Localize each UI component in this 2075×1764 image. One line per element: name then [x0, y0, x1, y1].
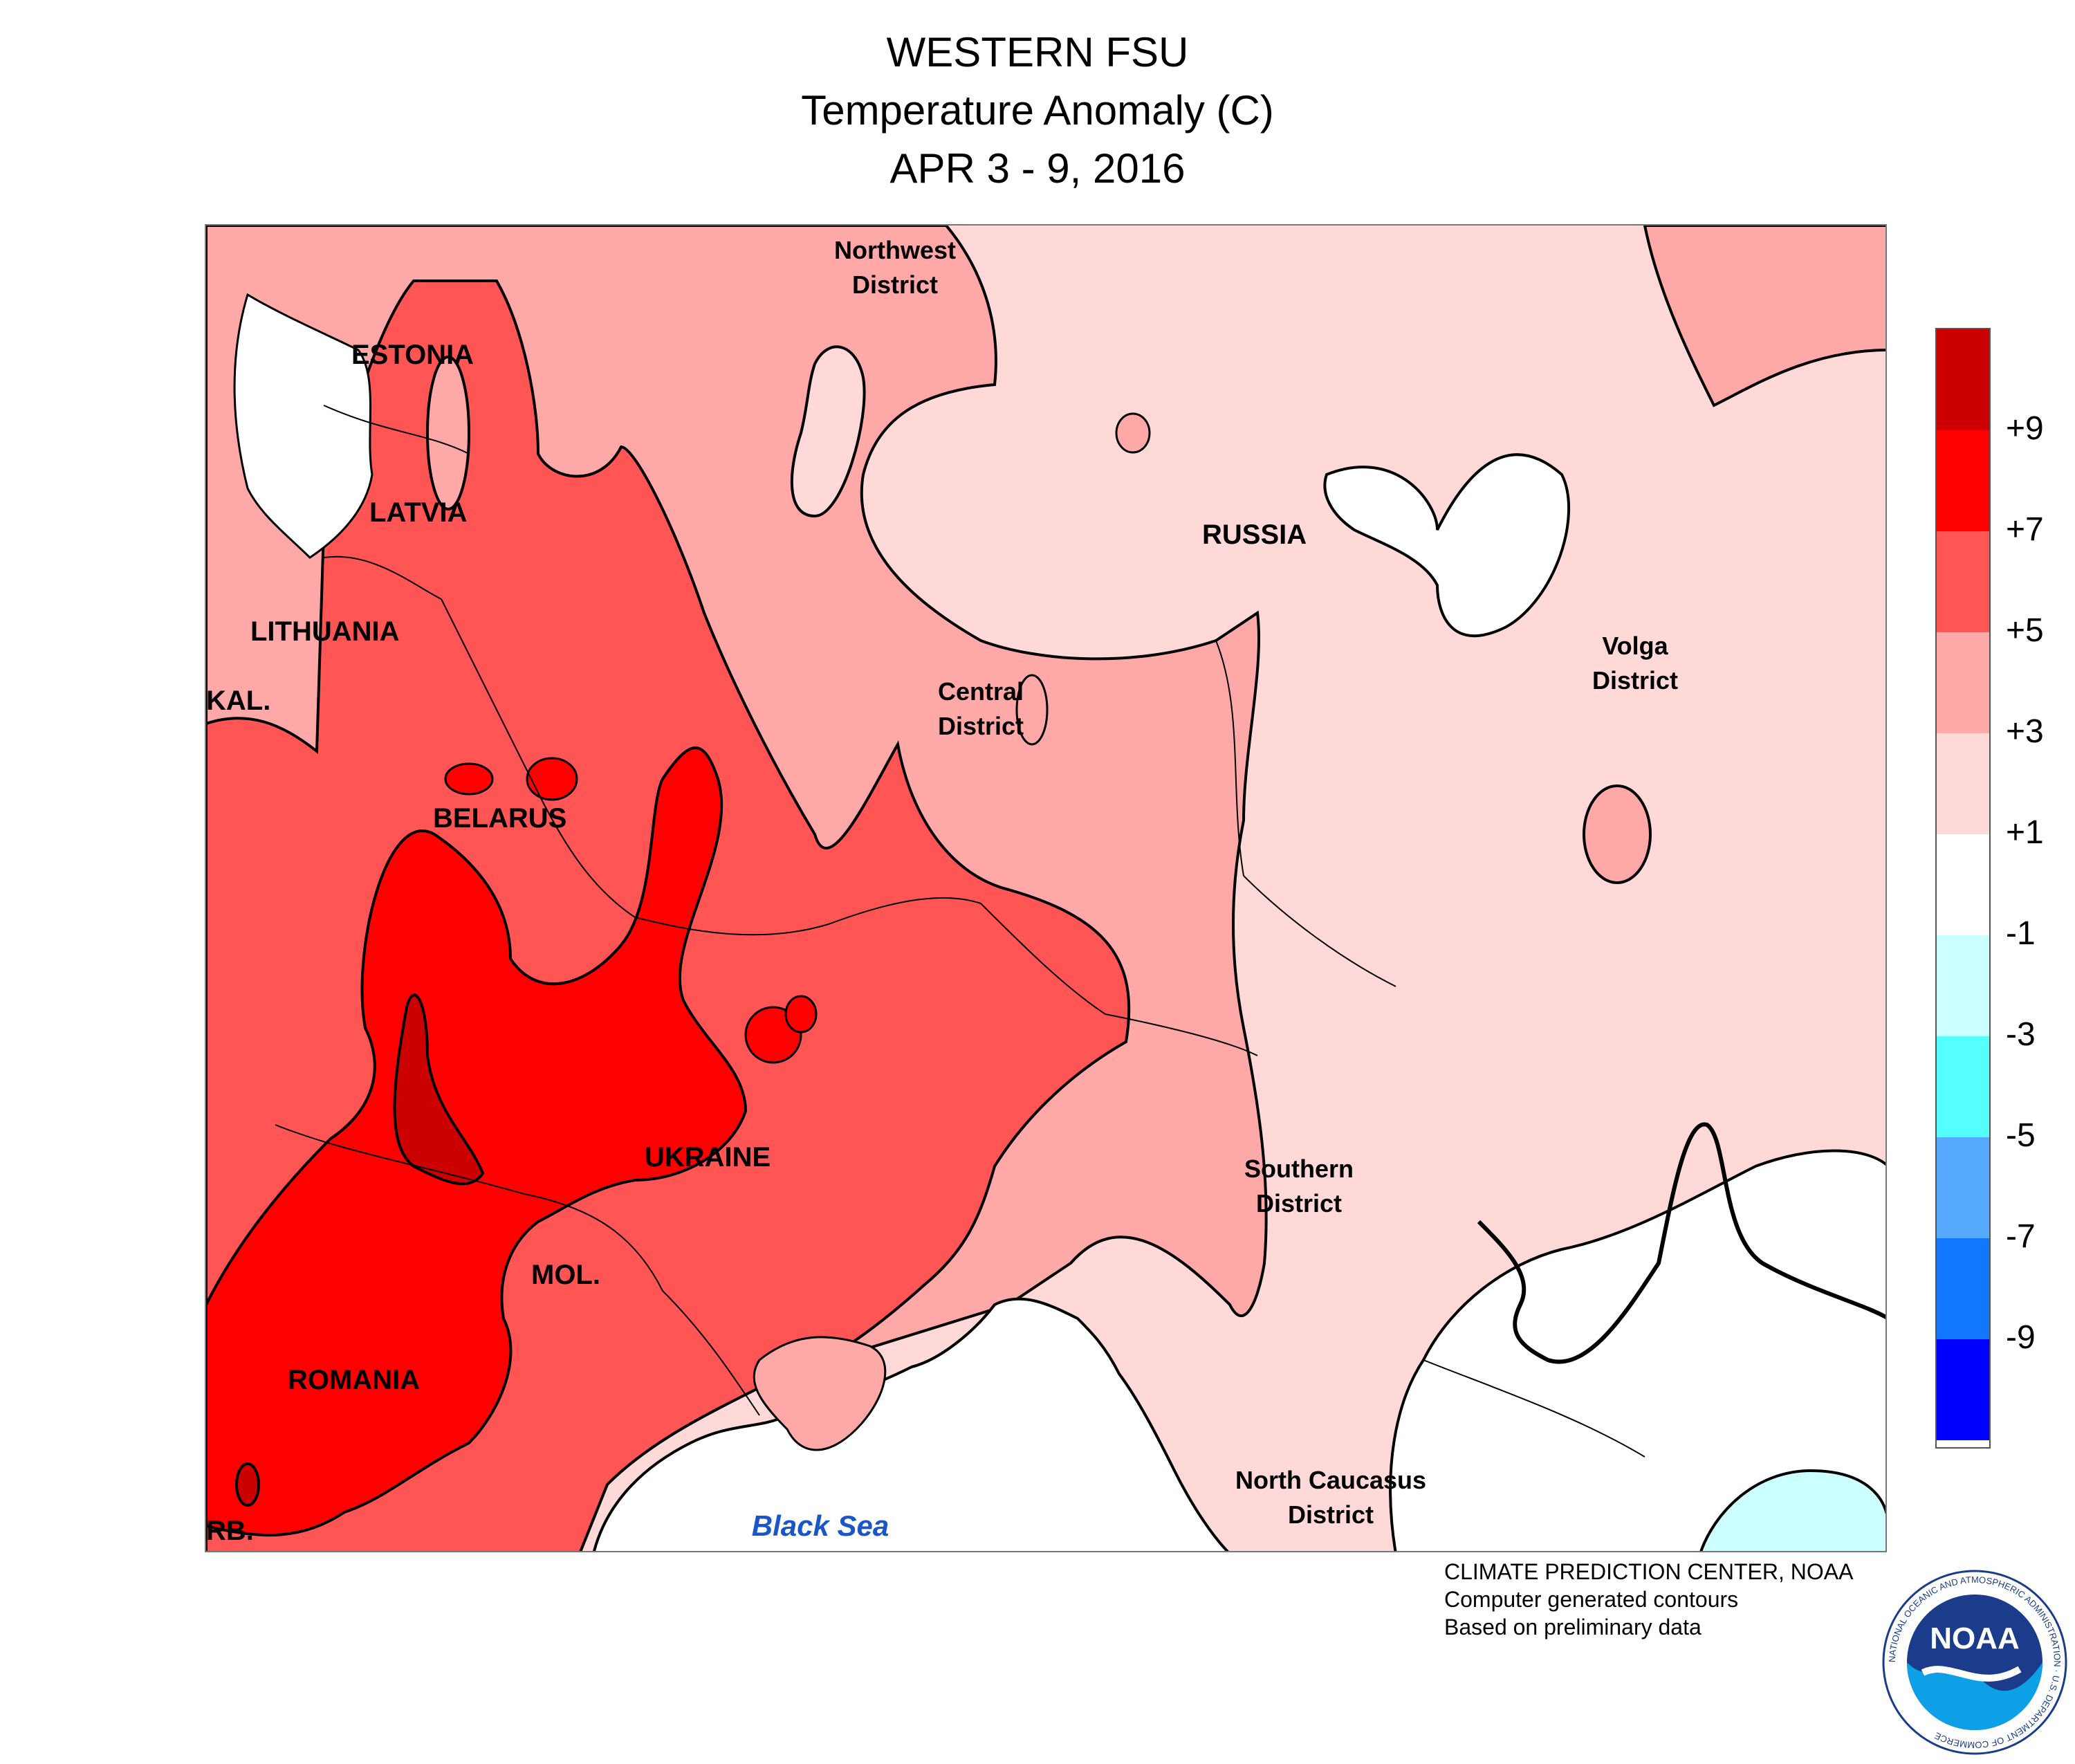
label-black-sea: Black Sea: [752, 1509, 889, 1542]
legend-tick-label: +1: [2006, 814, 2044, 851]
legend-swatch: [1937, 1036, 1989, 1139]
legend-swatch: [1937, 1137, 1989, 1240]
legend-swatch: [1937, 935, 1989, 1038]
caspian-contour: [1477, 1122, 1885, 1364]
borders: [275, 405, 1645, 1458]
label-southern-district-2: District: [1256, 1189, 1342, 1218]
credit-line-1: CLIMATE PREDICTION CENTER, NOAA: [1444, 1559, 1854, 1584]
label-serbia: RB.: [206, 1516, 254, 1546]
label-estonia: ESTONIA: [351, 340, 474, 370]
island-central: [1115, 412, 1151, 454]
zone-minus1-1: [1389, 1149, 1885, 1551]
label-volga-district-2: District: [1592, 666, 1678, 695]
credit-block: CLIMATE PREDICTION CENTER, NOAA Computer…: [1444, 1558, 1853, 1641]
crimea: [753, 1336, 887, 1451]
map-title: WESTERN FSU: [886, 29, 1189, 75]
legend-tick-label: +9: [2006, 410, 2044, 447]
zone-minus3-1: [1699, 1469, 1885, 1551]
credit-line-2: Computer generated contours: [1444, 1587, 1739, 1612]
legend-tick-label: -1: [2006, 915, 2036, 952]
baltic-sea: [233, 293, 374, 559]
black-sea: [593, 1297, 1229, 1551]
label-central-district-1: Central: [938, 677, 1024, 706]
legend-swatch: [1937, 430, 1989, 533]
island-latvia: [426, 356, 470, 511]
label-central-district-2: District: [938, 712, 1024, 740]
island-central2: [1015, 674, 1049, 746]
legend-swatch: [1937, 1238, 1989, 1341]
legend-swatch: [1937, 834, 1989, 937]
legend-tick-label: +5: [2006, 612, 2044, 649]
label-romania: ROMANIA: [288, 1365, 420, 1395]
zone-plus7-9: [206, 746, 748, 1537]
label-moldova: MOL.: [531, 1260, 600, 1290]
legend-tick-label: +7: [2006, 511, 2044, 548]
anomaly-map: ESTONIA LATVIA LITHUANIA KAL. BELARUS UK…: [205, 224, 1887, 1552]
label-north-caucasus-district-1: North Caucasus: [1235, 1466, 1426, 1494]
legend-swatch: [1937, 329, 1989, 432]
label-northwest-district-2: District: [852, 270, 938, 299]
label-north-caucasus-district-2: District: [1288, 1500, 1374, 1529]
label-ukraine: UKRAINE: [645, 1142, 771, 1173]
label-belarus: BELARUS: [433, 803, 566, 834]
legend-swatch: [1937, 531, 1989, 634]
legend-tick-label: -5: [2006, 1117, 2036, 1154]
zone-plus9-b: [235, 1462, 260, 1507]
legend-tick-label: -7: [2006, 1218, 2036, 1255]
map-period: APR 3 - 9, 2016: [889, 145, 1186, 192]
legend-swatch: [1937, 1339, 1989, 1440]
label-volga-district-1: Volga: [1602, 632, 1668, 660]
island-volga: [1583, 784, 1652, 884]
island-belarus-b: [526, 757, 578, 801]
label-lithuania: LITHUANIA: [250, 616, 400, 647]
label-northwest-district-1: Northwest: [834, 236, 956, 264]
label-russia: RUSSIA: [1202, 520, 1307, 550]
label-latvia: LATVIA: [369, 497, 467, 528]
noaa-wordmark: NOAA: [1930, 1621, 2020, 1655]
label-southern-district-1: Southern: [1244, 1155, 1354, 1183]
island-ukraine-b: [784, 995, 818, 1033]
legend-swatch: [1937, 632, 1989, 735]
credit-line-3: Based on preliminary data: [1444, 1615, 1702, 1639]
legend-swatch: [1937, 733, 1989, 836]
island-nw: [790, 345, 866, 518]
zone-plus9-a: [393, 993, 485, 1186]
island-belarus-a: [444, 762, 494, 796]
legend-tick-label: -9: [2006, 1319, 2036, 1356]
map-subtitle: Temperature Anomaly (C): [801, 87, 1274, 134]
color-legend: [1935, 328, 1991, 1449]
legend-tick-label: +3: [2006, 713, 2044, 750]
label-kaliningrad: KAL.: [206, 686, 270, 716]
noaa-logo: NATIONAL OCEANIC AND ATMOSPHERIC ADMINIS…: [1881, 1569, 2068, 1756]
zone-minus1-1-volga: [1323, 453, 1571, 638]
legend-tick-label: -3: [2006, 1016, 2036, 1053]
zone-plus3-5-ne: [1643, 226, 1885, 407]
